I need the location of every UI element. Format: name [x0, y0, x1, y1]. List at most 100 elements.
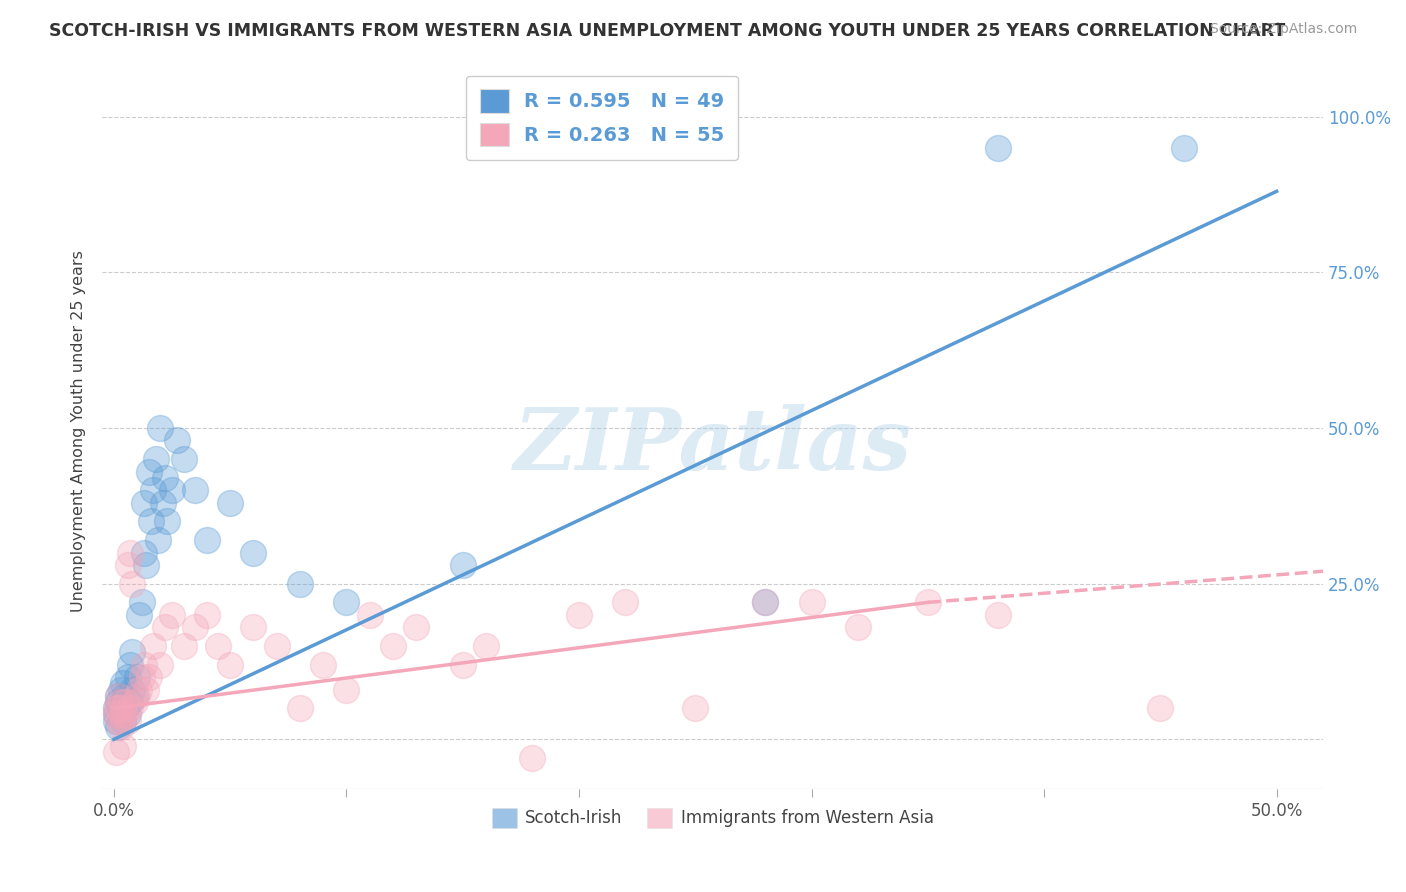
Point [105, 701, 128, 715]
Point [145, 452, 167, 467]
Point [132, 496, 155, 510]
Point [153, 620, 176, 634]
Point [266, 639, 288, 653]
Point [117, 714, 139, 728]
Point [451, 657, 474, 672]
Point [219, 657, 242, 672]
Point [110, 701, 132, 715]
Point [139, 515, 162, 529]
Point [173, 639, 195, 653]
Point [127, 670, 149, 684]
Point [312, 657, 335, 672]
Point [105, 707, 128, 722]
Point [1173, 141, 1195, 155]
Text: Source: ZipAtlas.com: Source: ZipAtlas.com [1209, 22, 1357, 37]
Point [288, 701, 311, 715]
Point [135, 682, 157, 697]
Point [128, 682, 150, 697]
Point [105, 707, 128, 722]
Point [156, 515, 179, 529]
Point [451, 558, 474, 572]
Point [124, 689, 146, 703]
Point [219, 496, 242, 510]
Point [117, 558, 139, 572]
Point [132, 545, 155, 559]
Point [846, 620, 869, 634]
Point [107, 695, 129, 709]
Point [110, 695, 132, 709]
Point [160, 483, 183, 498]
Point [112, 714, 135, 728]
Point [800, 595, 823, 609]
Point [110, 682, 132, 697]
Point [242, 620, 264, 634]
Point [107, 701, 129, 715]
Point [114, 695, 136, 709]
Point [110, 707, 132, 722]
Point [166, 434, 188, 448]
Point [114, 689, 136, 703]
Point [1149, 701, 1171, 715]
Point [105, 745, 128, 759]
Point [754, 595, 776, 609]
Point [117, 670, 139, 684]
Point [522, 751, 544, 765]
Point [149, 657, 172, 672]
Point [146, 533, 169, 547]
Point [112, 695, 135, 709]
Point [754, 595, 776, 609]
Point [120, 701, 142, 715]
Point [138, 465, 160, 479]
Point [987, 607, 1010, 622]
Y-axis label: Unemployment Among Youth under 25 years: Unemployment Among Youth under 25 years [72, 250, 86, 612]
Point [917, 595, 939, 609]
Point [114, 701, 136, 715]
Text: SCOTCH-IRISH VS IMMIGRANTS FROM WESTERN ASIA UNEMPLOYMENT AMONG YOUTH UNDER 25 Y: SCOTCH-IRISH VS IMMIGRANTS FROM WESTERN … [49, 22, 1285, 40]
Point [110, 707, 132, 722]
Point [195, 533, 218, 547]
Point [107, 689, 129, 703]
Point [112, 714, 135, 728]
Point [359, 607, 381, 622]
Point [135, 558, 157, 572]
Point [107, 689, 129, 703]
Point [987, 141, 1010, 155]
Point [117, 707, 139, 722]
Point [683, 701, 706, 715]
Point [120, 695, 142, 709]
Point [112, 739, 135, 753]
Point [335, 595, 357, 609]
Point [128, 607, 150, 622]
Point [112, 701, 135, 715]
Point [132, 657, 155, 672]
Point [105, 701, 128, 715]
Point [121, 645, 143, 659]
Point [207, 639, 229, 653]
Point [160, 607, 183, 622]
Point [142, 483, 165, 498]
Point [381, 639, 404, 653]
Point [110, 720, 132, 734]
Point [288, 576, 311, 591]
Point [138, 670, 160, 684]
Point [105, 714, 128, 728]
Point [195, 607, 218, 622]
Point [142, 639, 165, 653]
Point [112, 676, 135, 690]
Point [114, 707, 136, 722]
Point [131, 595, 153, 609]
Point [124, 695, 146, 709]
Text: ZIPatlas: ZIPatlas [513, 404, 911, 487]
Point [184, 620, 207, 634]
Point [184, 483, 207, 498]
Point [614, 595, 637, 609]
Point [568, 607, 591, 622]
Point [120, 657, 142, 672]
Point [475, 639, 498, 653]
Point [120, 545, 142, 559]
Point [107, 720, 129, 734]
Point [121, 576, 143, 591]
Point [131, 670, 153, 684]
Legend: Scotch-Irish, Immigrants from Western Asia: Scotch-Irish, Immigrants from Western As… [485, 801, 941, 835]
Point [173, 452, 195, 467]
